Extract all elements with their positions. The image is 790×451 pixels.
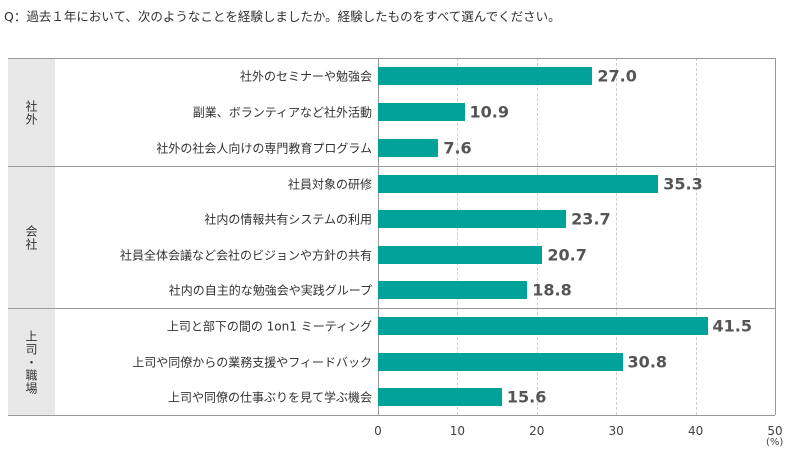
bar xyxy=(378,210,567,229)
category-label: 社内の自主的な勉強会や実践グループ xyxy=(168,283,372,298)
category-label: 社員対象の研修 xyxy=(287,177,372,192)
bar xyxy=(378,103,465,121)
group-label-box: 会社 xyxy=(8,167,55,308)
category-label: 社外のセミナーや勉強会 xyxy=(239,69,372,84)
data-label: 23.7 xyxy=(571,209,611,229)
bar xyxy=(378,388,502,407)
category-label: 上司と部下の間の 1on1 ミーティング xyxy=(166,319,372,334)
data-label: 15.6 xyxy=(506,387,547,407)
gridline xyxy=(616,58,618,415)
category-label: 上司や同僚からの業務支援やフィードバック xyxy=(132,355,372,369)
gridline xyxy=(457,58,459,415)
group-separator xyxy=(8,58,775,59)
x-tick-label: 50 xyxy=(767,424,783,438)
x-axis-line xyxy=(8,415,775,416)
data-label: 10.9 xyxy=(469,102,510,122)
bar xyxy=(378,174,659,193)
gridline xyxy=(536,58,538,415)
x-tick-label: 20 xyxy=(529,424,545,438)
x-tick-label: 10 xyxy=(449,424,466,438)
group-separator xyxy=(8,308,775,309)
group-label: 社外 xyxy=(24,99,38,126)
group-label-box: 上司・職場 xyxy=(8,309,55,415)
data-label: 41.5 xyxy=(712,316,752,336)
group-label: 上司・職場 xyxy=(24,329,38,395)
data-label: 35.3 xyxy=(663,174,703,194)
bar xyxy=(378,281,528,300)
group-label-box: 社外 xyxy=(8,59,55,166)
category-label: 副業、ボランティアなど社外活動 xyxy=(192,105,372,120)
data-label: 27.0 xyxy=(597,66,637,86)
data-label: 18.8 xyxy=(532,280,572,300)
bar xyxy=(378,352,623,371)
data-label: 30.8 xyxy=(627,352,668,371)
bar xyxy=(378,245,543,264)
category-label: 社員全体会議など会社のビジョンや方針の共有 xyxy=(119,248,372,263)
group-separator xyxy=(8,166,775,167)
category-label: 上司や同僚の仕事ぶりを見て学ぶ機会 xyxy=(167,390,372,405)
data-label: 7.6 xyxy=(443,138,472,158)
right-border xyxy=(775,58,776,415)
data-label: 20.7 xyxy=(547,245,587,265)
group-label: 会社 xyxy=(24,224,38,251)
x-unit: (%) xyxy=(766,437,784,448)
category-label: 社内の情報共有システムの利用 xyxy=(204,212,372,227)
bar xyxy=(378,139,439,157)
question-title: Q：過去１年において、次のようなことを経験しましたか。経験したものをすべて選んで… xyxy=(4,9,561,24)
x-tick-label: 0 xyxy=(374,424,382,438)
x-tick-label: 40 xyxy=(687,424,704,438)
x-tick-label: 30 xyxy=(608,424,624,438)
y-axis-line xyxy=(378,58,379,415)
category-label: 社外の社会人向けの専門教育プログラム xyxy=(156,141,372,156)
bar xyxy=(378,316,708,335)
gridline xyxy=(695,58,697,415)
bar xyxy=(378,67,593,85)
